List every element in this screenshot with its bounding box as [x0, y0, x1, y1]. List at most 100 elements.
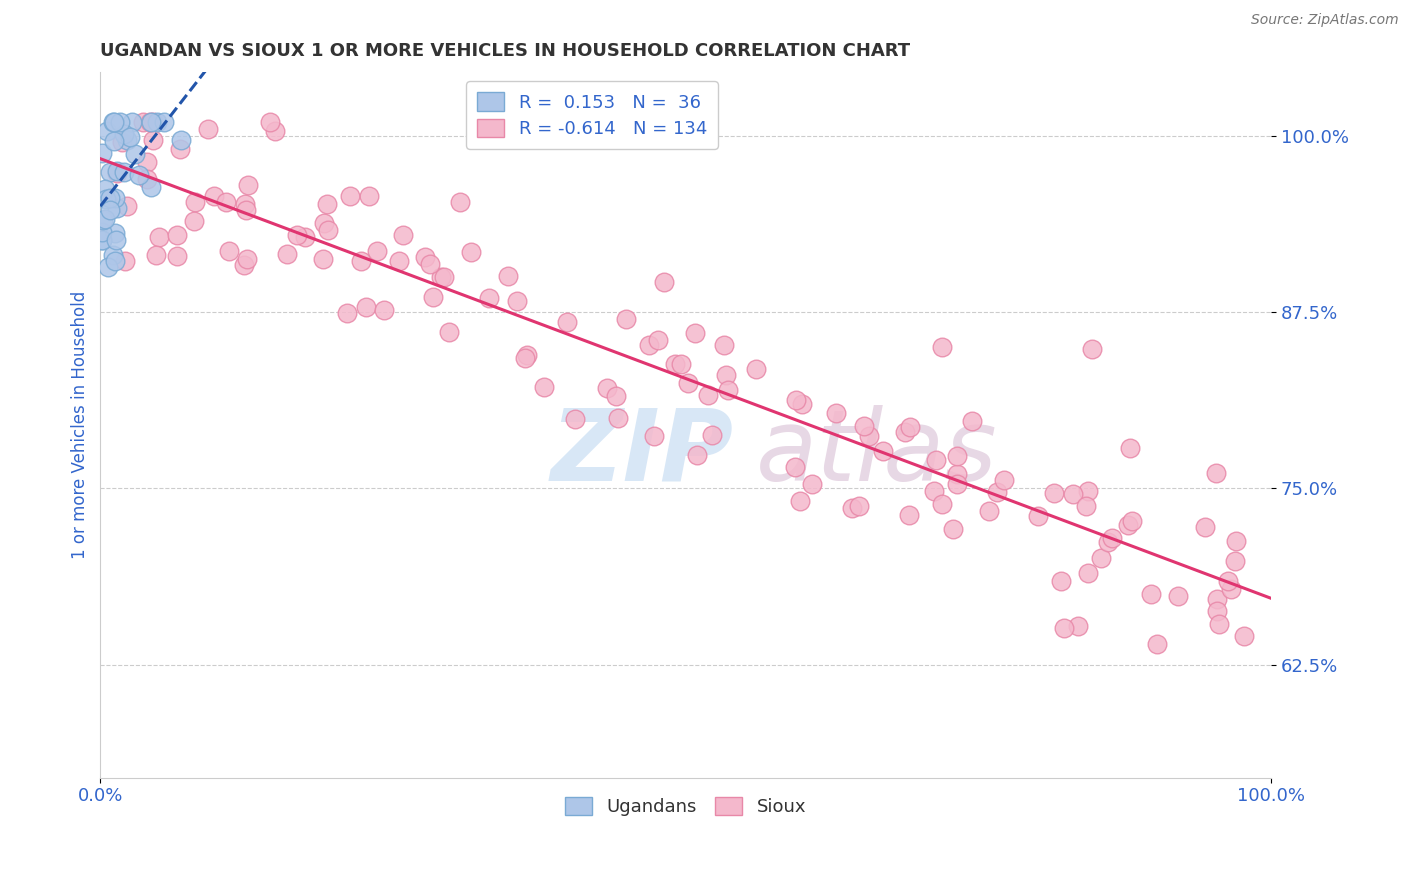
Point	[117, 133, 139, 147]
Point	[744, 361, 766, 376]
Point	[433, 270, 456, 285]
Point	[128, 168, 150, 182]
Point	[373, 303, 395, 318]
Point	[1219, 582, 1241, 596]
Point	[683, 326, 706, 340]
Point	[145, 115, 167, 129]
Point	[800, 477, 823, 491]
Point	[141, 115, 163, 129]
Point	[993, 473, 1015, 487]
Point	[1218, 574, 1240, 589]
Point	[100, 164, 122, 178]
Point	[783, 459, 806, 474]
Point	[1062, 487, 1084, 501]
Point	[135, 155, 157, 169]
Point	[853, 419, 876, 434]
Point	[686, 448, 709, 462]
Point	[170, 133, 193, 147]
Point	[111, 135, 134, 149]
Point	[169, 142, 191, 156]
Point	[294, 230, 316, 244]
Point	[135, 171, 157, 186]
Point	[145, 248, 167, 262]
Point	[637, 338, 659, 352]
Legend: Ugandans, Sioux: Ugandans, Sioux	[557, 788, 815, 825]
Point	[90, 225, 112, 239]
Point	[1225, 534, 1247, 549]
Point	[264, 124, 287, 138]
Point	[202, 188, 225, 202]
Point	[1121, 514, 1143, 528]
Point	[1119, 441, 1142, 455]
Point	[183, 214, 205, 228]
Point	[94, 192, 117, 206]
Point	[931, 496, 953, 510]
Point	[142, 133, 165, 147]
Point	[152, 115, 174, 129]
Point	[564, 412, 586, 426]
Point	[1028, 509, 1050, 524]
Point	[285, 227, 308, 242]
Point	[108, 115, 131, 129]
Point	[1233, 629, 1256, 643]
Point	[232, 258, 254, 272]
Point	[233, 197, 256, 211]
Point	[105, 164, 128, 178]
Point	[166, 228, 188, 243]
Point	[236, 252, 259, 266]
Point	[104, 226, 127, 240]
Point	[91, 233, 114, 247]
Point	[533, 380, 555, 394]
Point	[925, 453, 948, 467]
Point	[1146, 637, 1168, 651]
Point	[235, 203, 257, 218]
Point	[841, 501, 863, 516]
Point	[103, 115, 125, 129]
Y-axis label: 1 or more Vehicles in Household: 1 or more Vehicles in Household	[72, 291, 89, 559]
Point	[96, 124, 118, 138]
Point	[312, 252, 335, 266]
Point	[316, 223, 339, 237]
Point	[1077, 566, 1099, 580]
Point	[430, 270, 453, 285]
Point	[366, 244, 388, 258]
Point	[238, 178, 260, 192]
Point	[1067, 619, 1090, 633]
Point	[449, 194, 471, 209]
Point	[669, 357, 692, 371]
Point	[1077, 483, 1099, 498]
Point	[898, 419, 921, 434]
Point	[90, 234, 112, 248]
Point	[166, 249, 188, 263]
Point	[103, 254, 125, 268]
Point	[1090, 551, 1112, 566]
Point	[676, 376, 699, 390]
Point	[218, 244, 240, 259]
Point	[184, 194, 207, 209]
Point	[945, 477, 967, 491]
Point	[388, 253, 411, 268]
Point	[105, 201, 128, 215]
Point	[1081, 343, 1104, 357]
Point	[1101, 531, 1123, 545]
Point	[114, 254, 136, 268]
Point	[713, 338, 735, 352]
Point	[94, 181, 117, 195]
Point	[148, 230, 170, 244]
Point	[922, 484, 945, 499]
Point	[419, 257, 441, 271]
Point	[555, 315, 578, 329]
Point	[132, 115, 155, 129]
Point	[825, 406, 848, 420]
Point	[643, 428, 665, 442]
Point	[1208, 617, 1230, 632]
Point	[354, 301, 377, 315]
Point	[1116, 518, 1139, 533]
Point	[596, 380, 619, 394]
Point	[506, 293, 529, 308]
Point	[98, 203, 121, 218]
Point	[96, 260, 118, 274]
Point	[858, 429, 880, 443]
Point	[1076, 499, 1098, 513]
Point	[960, 414, 983, 428]
